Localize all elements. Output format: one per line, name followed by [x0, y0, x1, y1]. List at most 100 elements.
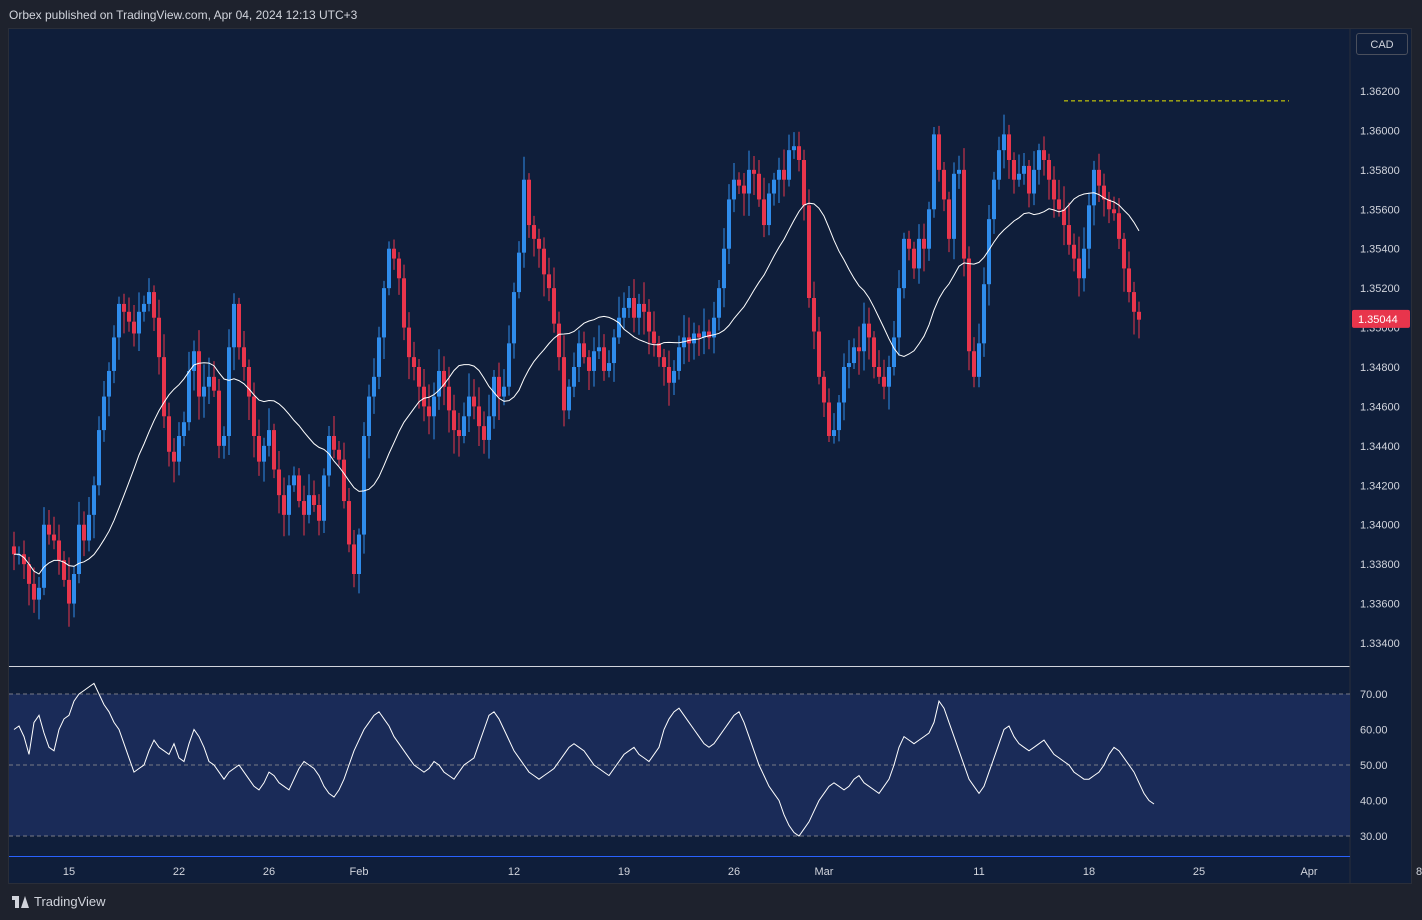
candle-body [167, 416, 171, 452]
candle-body [207, 376, 211, 387]
candle-body [87, 514, 91, 541]
rsi-axis-label: 50.00 [1360, 760, 1388, 772]
time-axis-label: 8 [1416, 866, 1422, 878]
candle-body [927, 209, 931, 249]
candle-body [307, 495, 311, 515]
candle-body [32, 583, 36, 600]
candle-body [622, 307, 626, 318]
candle-body [302, 501, 306, 515]
rsi-axis-label: 60.00 [1360, 725, 1388, 737]
candle-body [197, 351, 201, 397]
candle-body [387, 248, 391, 289]
candle-body [997, 150, 1001, 180]
candle-body [1032, 169, 1036, 194]
candle-body [317, 505, 321, 521]
publish-info-text: Orbex published on TradingView.com, Apr … [9, 8, 358, 22]
candle-body [482, 426, 486, 440]
candle-body [267, 430, 271, 446]
candle-body [667, 367, 671, 383]
candle-body [557, 323, 561, 358]
candle-body [1102, 185, 1106, 200]
candle-body [702, 331, 706, 338]
rsi-axis-label: 30.00 [1360, 831, 1388, 843]
candle-body [417, 367, 421, 387]
candle-body [527, 179, 531, 226]
candle-body [202, 386, 206, 397]
time-axis-label: 26 [728, 866, 740, 878]
candle-body [547, 274, 551, 289]
candle-body [437, 370, 441, 397]
candle-body [917, 238, 921, 269]
rsi-axis-label: 70.00 [1360, 689, 1388, 701]
moving-average-line [14, 192, 1140, 575]
candle-body [797, 146, 801, 160]
candle-body [642, 303, 646, 312]
candle-body [112, 337, 116, 371]
candle-body [782, 169, 786, 180]
candle-body [442, 370, 446, 387]
candle-body [677, 347, 681, 371]
candle-body [962, 169, 966, 259]
candle-body [837, 402, 841, 431]
candle-body [847, 363, 851, 367]
candle-body [1077, 258, 1081, 279]
candle-body [967, 258, 971, 352]
candle-body [247, 367, 251, 397]
candle-body [892, 337, 896, 367]
candle-body [727, 199, 731, 249]
candle-body [287, 485, 291, 515]
candle-body [872, 337, 876, 367]
price-axis-label: 1.35600 [1360, 204, 1400, 216]
candle-body [992, 179, 996, 220]
candle-body [522, 179, 526, 253]
candle-body [252, 396, 256, 436]
time-axis-label: 11 [973, 866, 984, 878]
footer: TradingView [0, 884, 1422, 920]
candle-body [1027, 165, 1031, 194]
candle-body [692, 333, 696, 344]
candle-body [97, 430, 101, 486]
candle-body [802, 160, 806, 206]
candle-body [422, 386, 426, 407]
candle-body [717, 288, 721, 318]
price-axis-label: 1.33800 [1360, 559, 1400, 571]
candle-body [457, 430, 461, 436]
candle-body [222, 436, 226, 446]
price-axis-label: 1.34400 [1360, 441, 1400, 453]
candle-body [752, 169, 756, 174]
chart-svg[interactable]: 1.33400 1.33600 1.33800 1.34000 1.34200 1.344… [0, 0, 1422, 884]
candle-body [487, 416, 491, 440]
candle-body [897, 288, 901, 338]
candle-body [637, 303, 641, 318]
candle-body [612, 337, 616, 364]
candle-body [72, 574, 76, 604]
candle-body [722, 248, 726, 289]
candle-body [12, 546, 16, 555]
candle-body [972, 351, 976, 377]
candle-body [942, 169, 946, 200]
candle-body [762, 199, 766, 226]
candle-body [957, 169, 961, 174]
candle-body [262, 445, 266, 462]
candle-body [82, 524, 86, 541]
tradingview-logo[interactable]: TradingView [12, 894, 106, 909]
candle-body [1072, 244, 1076, 259]
candle-body [537, 238, 541, 249]
candle-body [657, 343, 661, 358]
price-axis-label: 1.36000 [1360, 125, 1400, 137]
currency-button[interactable]: CAD [1356, 33, 1408, 55]
candle-body [27, 564, 31, 584]
time-axis-label: 18 [1083, 866, 1095, 878]
candle-body [157, 317, 161, 358]
candle-body [1002, 134, 1006, 151]
candle-body [877, 367, 881, 377]
time-axis-label: 19 [618, 866, 630, 878]
candle-body [1017, 173, 1021, 180]
candle-body [472, 396, 476, 407]
price-axis-label: 1.35400 [1360, 244, 1400, 256]
price-axis-label: 1.35200 [1360, 283, 1400, 295]
candle-body [187, 370, 191, 423]
candle-body [1047, 160, 1051, 180]
time-axis-label: Feb [350, 866, 369, 878]
candle-body [242, 347, 246, 367]
